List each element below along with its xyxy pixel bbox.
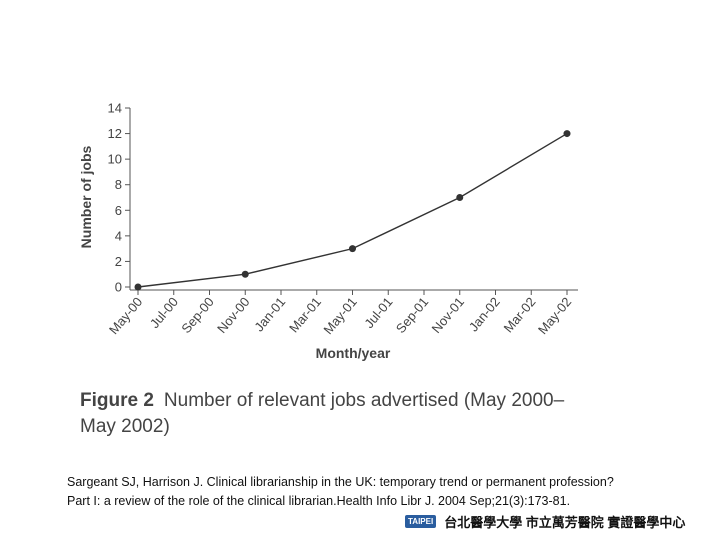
y-tick-label: 8 (115, 177, 122, 192)
x-tick-label: Nov-01 (429, 294, 467, 336)
x-tick-label: May-01 (320, 294, 359, 337)
citation-line: Part I: a review of the role of the clin… (67, 494, 571, 508)
x-tick-label: Jul-01 (361, 294, 395, 331)
citation: Sargeant SJ, Harrison J. Clinical librar… (67, 473, 614, 511)
footer-text: 台北醫學大學 市立萬芳醫院 實證醫學中心 (444, 515, 686, 530)
y-tick-label: 14 (108, 101, 122, 116)
y-tick-label: 4 (115, 228, 122, 243)
chart: Month/year Number of jobs 0 2 4 6 8 10 12 14 May… (78, 101, 578, 361)
y-tick-label: 6 (115, 203, 122, 218)
footer: TAIPEI 台北醫學大學 市立萬芳醫院 實證醫學中心 (405, 512, 685, 531)
logo: TAIPEI (405, 515, 437, 528)
caption-text: Number of relevant jobs advertised (May … (163, 390, 565, 411)
caption: Figure 2 Number of relevant jobs advertis… (80, 388, 564, 440)
y-tick-label: 12 (108, 126, 122, 141)
data-point (241, 270, 249, 278)
caption-text: May 2002) (80, 416, 170, 437)
x-tick-label: Nov-00 (214, 294, 252, 336)
x-tick-label: May-00 (106, 294, 145, 337)
x-tick-label: Sep-00 (178, 294, 216, 336)
x-tick-label: Mar-02 (501, 294, 539, 335)
y-tick-label: 10 (108, 152, 122, 167)
data-line (137, 132, 568, 288)
x-tick-label: Mar-01 (286, 294, 324, 335)
data-point (456, 194, 464, 201)
x-tick-label: Sep-01 (393, 294, 431, 336)
x-tick-label: Jan-02 (466, 294, 503, 334)
x-tick-label: Jan-01 (251, 294, 288, 334)
y-axis-title: Number of jobs (78, 145, 94, 248)
y-tick-label: 0 (115, 280, 122, 295)
x-axis-title: Month/year (316, 345, 391, 361)
data-point (134, 283, 142, 291)
data-point (349, 245, 356, 253)
x-tick-label: May-02 (535, 294, 574, 337)
caption-label: Figure 2 (80, 390, 154, 411)
data-point (563, 130, 571, 138)
citation-line: Sargeant SJ, Harrison J. Clinical librar… (67, 475, 614, 489)
x-tick-label: Jul-00 (147, 294, 181, 331)
y-tick-label: 2 (115, 254, 122, 269)
